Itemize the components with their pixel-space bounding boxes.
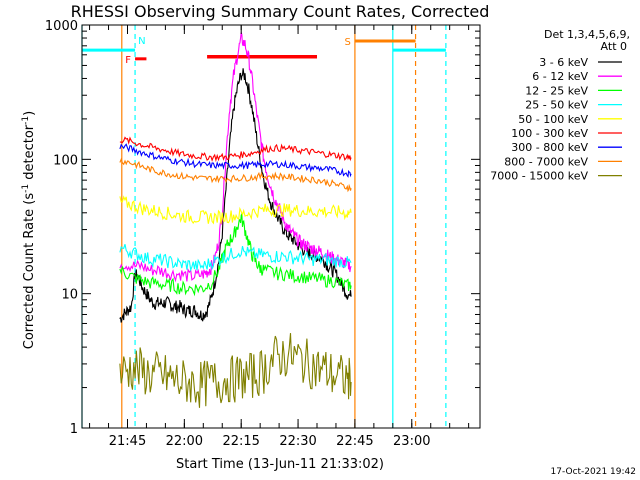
- legend-label-6: 300 - 800 keV: [511, 141, 588, 154]
- series-line-4: [119, 195, 352, 225]
- x-tick-label-4: 22:45: [336, 434, 373, 449]
- y-axis-label-part2: detector: [22, 124, 37, 184]
- series-line-6: [119, 143, 352, 178]
- flag-label-N: N: [138, 36, 145, 47]
- series-line-3: [119, 244, 352, 273]
- y-axis-label-sup1: -1: [21, 184, 31, 193]
- y-axis-label-part1: Corrected Count Rate (s: [22, 193, 37, 350]
- series-line-7: [119, 157, 352, 193]
- x-tick-label-0: 21:45: [109, 434, 146, 449]
- axes: 1 10 100 1000 21:45 22:00 22:15 22:30 22:45 23:00: [45, 19, 481, 449]
- series-line-0: [119, 68, 352, 323]
- x-tick-label-3: 22:30: [279, 434, 316, 449]
- y-tick-label-1: 10: [61, 288, 78, 303]
- plot-area: NF S: [81, 25, 447, 428]
- legend-header-2: Att 0: [601, 40, 627, 53]
- y-axis-label-sup2: -1: [21, 116, 31, 125]
- series-line-1: [119, 32, 352, 283]
- legend-label-5: 100 - 300 keV: [511, 127, 588, 140]
- series-line-5: [119, 136, 352, 163]
- flag-label-S: S: [345, 37, 351, 48]
- x-tick-label-1: 22:00: [166, 434, 203, 449]
- flag-label-F: F: [125, 55, 131, 66]
- legend-label-8: 7000 - 15000 keV: [490, 170, 588, 183]
- series-line-8: [119, 333, 352, 408]
- legend-header-1: Det 1,3,4,5,6,9,: [544, 28, 630, 41]
- legend-label-4: 50 - 100 keV: [518, 113, 588, 126]
- x-tick-label-2: 22:15: [222, 434, 259, 449]
- y-axis-label-part3: ): [22, 111, 37, 116]
- chart-title: RHESSI Observing Summary Count Rates, Co…: [71, 2, 490, 21]
- x-tick-label-5: 23:00: [393, 434, 430, 449]
- legend-label-3: 25 - 50 keV: [525, 99, 588, 112]
- x-axis-label: Start Time (13-Jun-11 21:33:02): [176, 457, 384, 472]
- y-tick-label-2: 100: [53, 153, 78, 168]
- y-tick-label-0: 1: [70, 422, 78, 437]
- legend-label-1: 6 - 12 keV: [532, 70, 588, 83]
- legend-label-2: 12 - 25 keV: [525, 84, 588, 97]
- y-axis-label: Corrected Count Rate (s-1 detector-1): [21, 111, 37, 349]
- y-tick-label-3: 1000: [45, 19, 78, 34]
- render-timestamp: 17-Oct-2021 19:42: [551, 467, 636, 477]
- plot-frame: [81, 24, 481, 429]
- legend-label-7: 800 - 7000 keV: [504, 155, 588, 168]
- series-line-2: [119, 213, 352, 297]
- legend-label-0: 3 - 6 keV: [539, 56, 588, 69]
